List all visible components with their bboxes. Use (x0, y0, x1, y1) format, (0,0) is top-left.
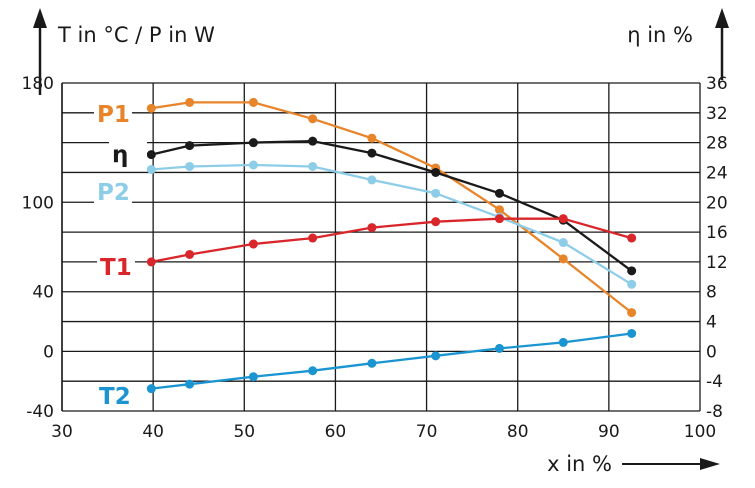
left-axis-title: T in °C / P in W (57, 23, 215, 47)
data-point-P1 (627, 308, 637, 318)
series-label-bg (97, 254, 135, 280)
data-point-T2 (185, 379, 195, 389)
right-axis-title: η in % (627, 23, 693, 47)
y-right-tick-label: 4 (706, 313, 717, 333)
data-point-η (627, 266, 637, 276)
y-axis-right-arrow-head (715, 8, 729, 28)
series-line-η (151, 139, 633, 272)
series-layer (146, 97, 637, 394)
x-tick-label: 70 (416, 422, 438, 442)
y-left-tick-label: 100 (22, 193, 54, 213)
series-label-bg (96, 383, 134, 409)
data-point-T2 (627, 328, 637, 338)
data-point-P1 (558, 254, 568, 264)
y-right-tick-label: 16 (706, 223, 728, 243)
data-point-P1 (248, 97, 258, 107)
y-right-tick-label: 12 (706, 253, 728, 273)
data-point-η (494, 188, 504, 198)
data-point-η (367, 148, 377, 158)
data-point-T2 (367, 358, 377, 368)
series-label-η: η (112, 142, 128, 168)
y-left-tick-label: 180 (22, 74, 54, 94)
y-right-tick-label: -4 (706, 372, 723, 392)
data-point-P1 (367, 133, 377, 143)
series-label-P2: P2 (97, 180, 130, 206)
data-point-T1 (308, 233, 318, 243)
data-point-P2 (308, 161, 318, 171)
data-point-P2 (558, 238, 568, 248)
x-tick-label: 50 (233, 422, 255, 442)
series-label-bg (94, 101, 132, 127)
data-point-P2 (146, 164, 156, 174)
y-left-tick-label: -40 (26, 402, 54, 422)
data-point-T1 (494, 214, 504, 224)
y-right-tick-label: 28 (706, 134, 728, 154)
data-point-T1 (367, 223, 377, 233)
data-point-T2 (248, 372, 258, 382)
data-point-T2 (558, 337, 568, 347)
series-label-T1: T1 (100, 255, 132, 281)
x-axis-title: x in % (547, 452, 612, 476)
data-point-P2 (248, 160, 258, 170)
data-point-T1 (146, 257, 156, 267)
series-label-bg (94, 179, 132, 205)
data-point-η (248, 138, 258, 148)
y-right-tick-label: 36 (706, 74, 728, 94)
data-point-T1 (248, 239, 258, 249)
series-line-P1 (151, 101, 633, 314)
data-point-T2 (308, 366, 318, 376)
x-tick-label: 90 (598, 422, 620, 442)
data-point-T2 (146, 384, 156, 394)
y-right-tick-label: 20 (706, 193, 728, 213)
data-point-P2 (185, 161, 195, 171)
series-label-T2: T2 (99, 384, 131, 410)
data-point-T1 (558, 214, 568, 224)
x-tick-label: 80 (507, 422, 529, 442)
data-point-η (146, 150, 156, 160)
series-label-bg (109, 141, 147, 167)
data-point-T2 (494, 343, 504, 353)
data-point-η (431, 167, 441, 177)
y-right-tick-label: -8 (706, 402, 723, 422)
data-point-P1 (185, 97, 195, 107)
y-left-tick-label: 40 (32, 283, 54, 303)
data-point-T1 (185, 249, 195, 259)
data-point-T1 (431, 217, 441, 227)
data-point-P2 (431, 188, 441, 198)
x-tick-label: 60 (325, 422, 347, 442)
x-tick-label: 100 (684, 422, 716, 442)
y-right-tick-label: 24 (706, 163, 728, 183)
data-point-T1 (627, 233, 637, 243)
y-axis-left-arrow-head (33, 8, 47, 28)
data-point-η (185, 141, 195, 151)
y-right-tick-label: 32 (706, 104, 728, 124)
data-point-P1 (146, 103, 156, 113)
x-axis-arrow-head (700, 458, 720, 470)
x-tick-label: 40 (142, 422, 164, 442)
data-point-P1 (494, 205, 504, 215)
data-point-η (308, 136, 318, 146)
series-label-P1: P1 (97, 102, 130, 128)
x-tick-label: 30 (51, 422, 73, 442)
data-point-T2 (431, 351, 441, 361)
data-point-P1 (308, 114, 318, 124)
data-point-P2 (367, 175, 377, 185)
y-right-tick-label: 8 (706, 283, 717, 303)
y-right-tick-label: 0 (706, 342, 717, 362)
axes-layer (33, 8, 729, 470)
y-left-tick-label: 0 (43, 342, 54, 362)
data-point-P2 (627, 279, 637, 289)
